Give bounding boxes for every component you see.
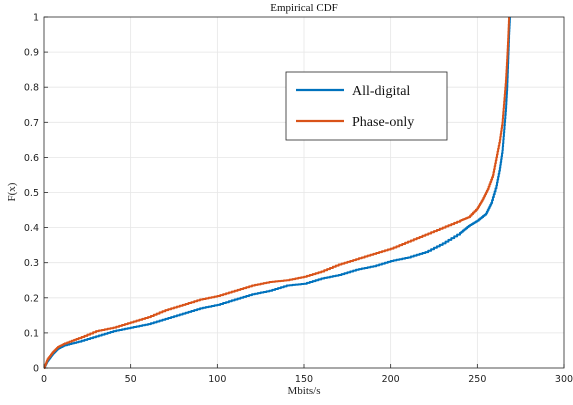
legend-label-all-digital: All-digital xyxy=(352,84,410,99)
y-tick-label: 0.1 xyxy=(24,328,39,339)
series-line-all-digital xyxy=(43,17,511,369)
x-tick-label: 50 xyxy=(125,374,137,385)
x-tick-label: 100 xyxy=(208,374,226,385)
series-line-phase-only xyxy=(43,17,511,369)
y-tick-label: 0.3 xyxy=(24,258,39,269)
x-tick-label: 250 xyxy=(468,374,486,385)
x-tick-label: 300 xyxy=(555,374,573,385)
y-tick-label: 0.4 xyxy=(24,223,39,234)
x-axis-label: Mbits/s xyxy=(287,385,320,397)
x-tick-label: 200 xyxy=(382,374,400,385)
y-axis-label: F(x) xyxy=(6,182,18,201)
legend-box xyxy=(285,71,448,141)
y-tick-label: 0.6 xyxy=(24,153,39,164)
y-tick-label: 0.9 xyxy=(24,48,39,59)
y-tick-label: 0 xyxy=(33,364,39,375)
legend: All-digital Phase-only xyxy=(285,71,448,141)
y-tick-label: 0.7 xyxy=(24,118,39,129)
y-tick-label: 1 xyxy=(33,13,39,24)
y-tick-label: 0.5 xyxy=(24,188,39,199)
x-tick-label: 0 xyxy=(41,374,47,385)
y-tick-label: 0.8 xyxy=(24,83,39,94)
chart-title: Empirical CDF xyxy=(270,2,338,14)
x-tick-label: 150 xyxy=(295,374,313,385)
legend-label-phase-only: Phase-only xyxy=(352,115,414,130)
series-lines xyxy=(43,17,511,369)
y-axis-ticks: 0 0.1 0.2 0.3 0.4 0.5 0.6 0.7 0.8 0.9 1 xyxy=(24,13,48,375)
x-axis-ticks: 0 50 100 150 200 250 300 xyxy=(41,364,573,385)
y-tick-label: 0.2 xyxy=(24,293,39,304)
